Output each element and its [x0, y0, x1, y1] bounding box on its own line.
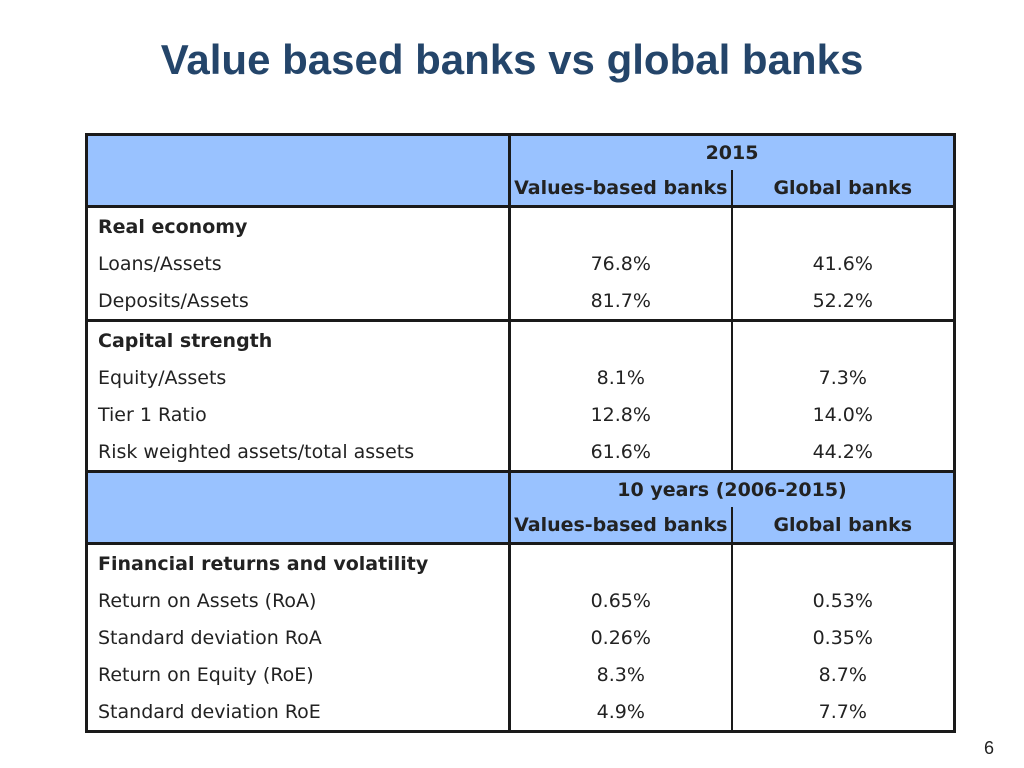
header-row-columns-10-years: Values-based banks Global banks — [87, 507, 957, 545]
table-row: Risk weighted assets/total assets 61.6% … — [85, 433, 957, 472]
section-row-financial-returns: Financial returns and volatility — [85, 543, 957, 582]
value-values-based: 8.3% — [509, 656, 733, 693]
row-label: Standard deviation RoA — [85, 619, 511, 656]
value-global: 44.2% — [731, 433, 957, 472]
table-row: Tier 1 Ratio 12.8% 14.0% — [85, 396, 957, 433]
period-header-10-years: 10 years (2006-2015) — [509, 470, 957, 507]
section-row-capital-strength: Capital strength — [85, 320, 957, 359]
row-label: Tier 1 Ratio — [85, 396, 511, 433]
value-global: 0.53% — [731, 582, 957, 619]
bank-comparison-table: 2015 Values-based banks Global banks Rea… — [85, 133, 957, 733]
value-global: 14.0% — [731, 396, 957, 433]
value-global: 7.3% — [731, 359, 957, 396]
column-header-values-based-banks: Values-based banks — [509, 170, 733, 208]
value-values-based: 4.9% — [509, 693, 733, 733]
header-blank-cell — [85, 133, 511, 208]
row-label: Return on Equity (RoE) — [85, 656, 511, 693]
row-label: Deposits/Assets — [85, 282, 511, 322]
row-label: Return on Assets (RoA) — [85, 582, 511, 619]
section-title: Capital strength — [85, 320, 511, 359]
section-title: Real economy — [85, 206, 511, 245]
table-row: Deposits/Assets 81.7% 52.2% — [85, 282, 957, 322]
slide-title: Value based banks vs global banks — [160, 36, 864, 83]
table-row: Loans/Assets 76.8% 41.6% — [85, 245, 957, 282]
table-row: Equity/Assets 8.1% 7.3% — [85, 359, 957, 396]
value-global: 41.6% — [731, 245, 957, 282]
value-values-based: 61.6% — [509, 433, 733, 472]
header-row-period-10-years: 10 years (2006-2015) — [85, 470, 957, 545]
value-values-based: 8.1% — [509, 359, 733, 396]
value-values-based: 76.8% — [509, 245, 733, 282]
section-title: Financial returns and volatility — [85, 543, 511, 582]
value-global: 52.2% — [731, 282, 957, 322]
row-label: Standard deviation RoE — [85, 693, 511, 733]
header-row-columns-2015: Values-based banks Global banks — [87, 170, 957, 208]
column-header-global-banks: Global banks — [731, 170, 957, 208]
row-label: Loans/Assets — [85, 245, 511, 282]
value-values-based: 81.7% — [509, 282, 733, 322]
section-row-real-economy: Real economy — [85, 206, 957, 245]
table-row: Return on Assets (RoA) 0.65% 0.53% — [85, 582, 957, 619]
column-header-global-banks: Global banks — [731, 507, 957, 545]
row-label: Risk weighted assets/total assets — [85, 433, 511, 472]
header-row-period-2015: 2015 — [85, 133, 957, 208]
period-header-2015: 2015 — [509, 133, 957, 170]
value-values-based: 0.26% — [509, 619, 733, 656]
value-global: 8.7% — [731, 656, 957, 693]
value-global: 7.7% — [731, 693, 957, 733]
table-row: Return on Equity (RoE) 8.3% 8.7% — [85, 656, 957, 693]
table-row: Standard deviation RoA 0.26% 0.35% — [85, 619, 957, 656]
column-header-values-based-banks: Values-based banks — [509, 507, 733, 545]
header-blank-cell — [85, 470, 511, 545]
table-row: Standard deviation RoE 4.9% 7.7% — [85, 693, 957, 733]
value-values-based: 0.65% — [509, 582, 733, 619]
value-values-based: 12.8% — [509, 396, 733, 433]
page-number: 6 — [983, 738, 994, 758]
comparison-table-container: 2015 Values-based banks Global banks Rea… — [85, 133, 957, 733]
row-label: Equity/Assets — [85, 359, 511, 396]
value-global: 0.35% — [731, 619, 957, 656]
